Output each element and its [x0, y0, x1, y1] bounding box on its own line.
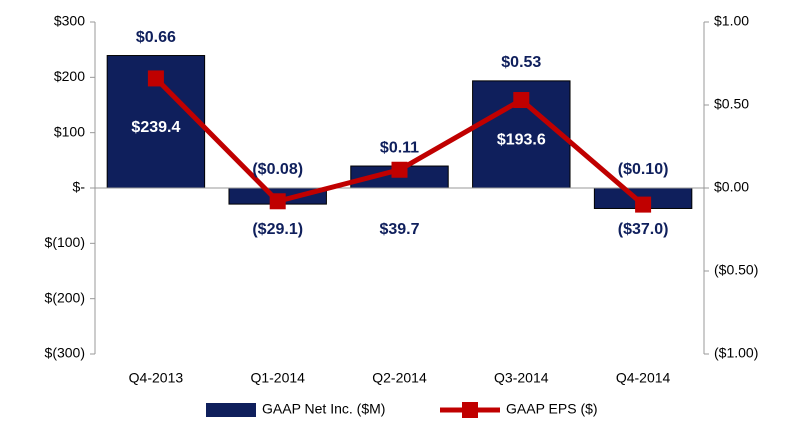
y-tick-label: $(200)	[45, 289, 85, 305]
eps-value-label: ($0.10)	[618, 161, 669, 178]
eps-value-label: $0.66	[136, 29, 176, 46]
y-tick-label: $300	[54, 13, 85, 29]
bar-value-label: ($29.1)	[252, 221, 303, 238]
x-tick-label: Q4-2013	[129, 370, 184, 386]
y2-tick-label: $0.50	[714, 96, 749, 112]
legend-label: GAAP Net Inc. ($M)	[262, 401, 385, 417]
y2-tick-label: ($1.00)	[714, 345, 758, 361]
bar-value-label: $39.7	[379, 221, 419, 238]
eps-marker	[513, 92, 530, 109]
eps-value-label: ($0.08)	[252, 161, 303, 178]
y-tick-label: $(300)	[45, 345, 85, 361]
eps-marker	[147, 70, 164, 87]
legend-marker	[462, 402, 478, 418]
eps-marker	[391, 161, 408, 178]
y2-tick-label: $1.00	[714, 13, 749, 29]
eps-marker	[269, 193, 286, 210]
eps-marker	[635, 196, 652, 213]
eps-value-label: $0.53	[501, 54, 541, 71]
y2-tick-label: ($0.50)	[714, 262, 758, 278]
legend-swatch	[206, 403, 256, 417]
y-tick-label: $100	[54, 123, 85, 139]
y-tick-label: $-	[73, 179, 86, 195]
eps-value-label: $0.11	[380, 139, 419, 156]
legend-label: GAAP EPS ($)	[506, 401, 598, 417]
bar-value-label: $193.6	[497, 132, 546, 149]
y2-tick-label: $0.00	[714, 179, 749, 195]
x-tick-label: Q4-2014	[616, 370, 671, 386]
y-tick-label: $200	[54, 68, 85, 84]
bar-value-label: $239.4	[131, 119, 180, 136]
y-tick-label: $(100)	[45, 234, 85, 250]
x-tick-label: Q3-2014	[494, 370, 549, 386]
bar-value-label: ($37.0)	[618, 221, 669, 238]
x-tick-label: Q2-2014	[372, 370, 427, 386]
x-tick-label: Q1-2014	[250, 370, 305, 386]
